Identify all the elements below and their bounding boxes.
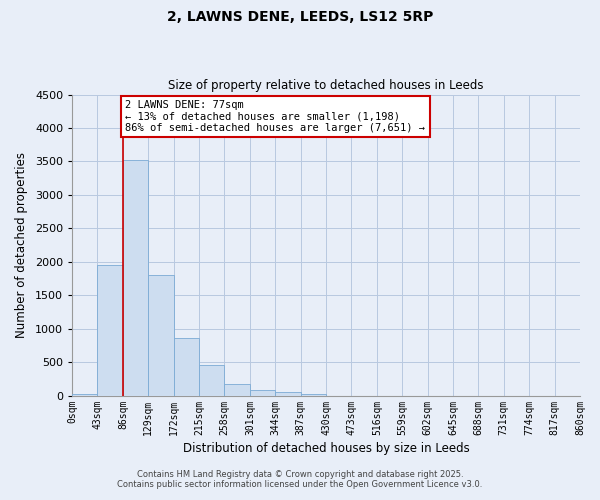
Bar xyxy=(275,392,301,396)
Text: 2 LAWNS DENE: 77sqm
← 13% of detached houses are smaller (1,198)
86% of semi-det: 2 LAWNS DENE: 77sqm ← 13% of detached ho… xyxy=(125,100,425,133)
Bar xyxy=(123,160,148,396)
X-axis label: Distribution of detached houses by size in Leeds: Distribution of detached houses by size … xyxy=(182,442,469,455)
Bar xyxy=(148,275,173,396)
Bar xyxy=(199,365,224,396)
Text: 2, LAWNS DENE, LEEDS, LS12 5RP: 2, LAWNS DENE, LEEDS, LS12 5RP xyxy=(167,10,433,24)
Bar xyxy=(173,338,199,396)
Title: Size of property relative to detached houses in Leeds: Size of property relative to detached ho… xyxy=(168,79,484,92)
Y-axis label: Number of detached properties: Number of detached properties xyxy=(15,152,28,338)
Bar xyxy=(224,384,250,396)
Text: Contains HM Land Registry data © Crown copyright and database right 2025.
Contai: Contains HM Land Registry data © Crown c… xyxy=(118,470,482,489)
Bar xyxy=(301,394,326,396)
Bar xyxy=(250,390,275,396)
Bar xyxy=(72,394,97,396)
Bar xyxy=(97,265,123,396)
